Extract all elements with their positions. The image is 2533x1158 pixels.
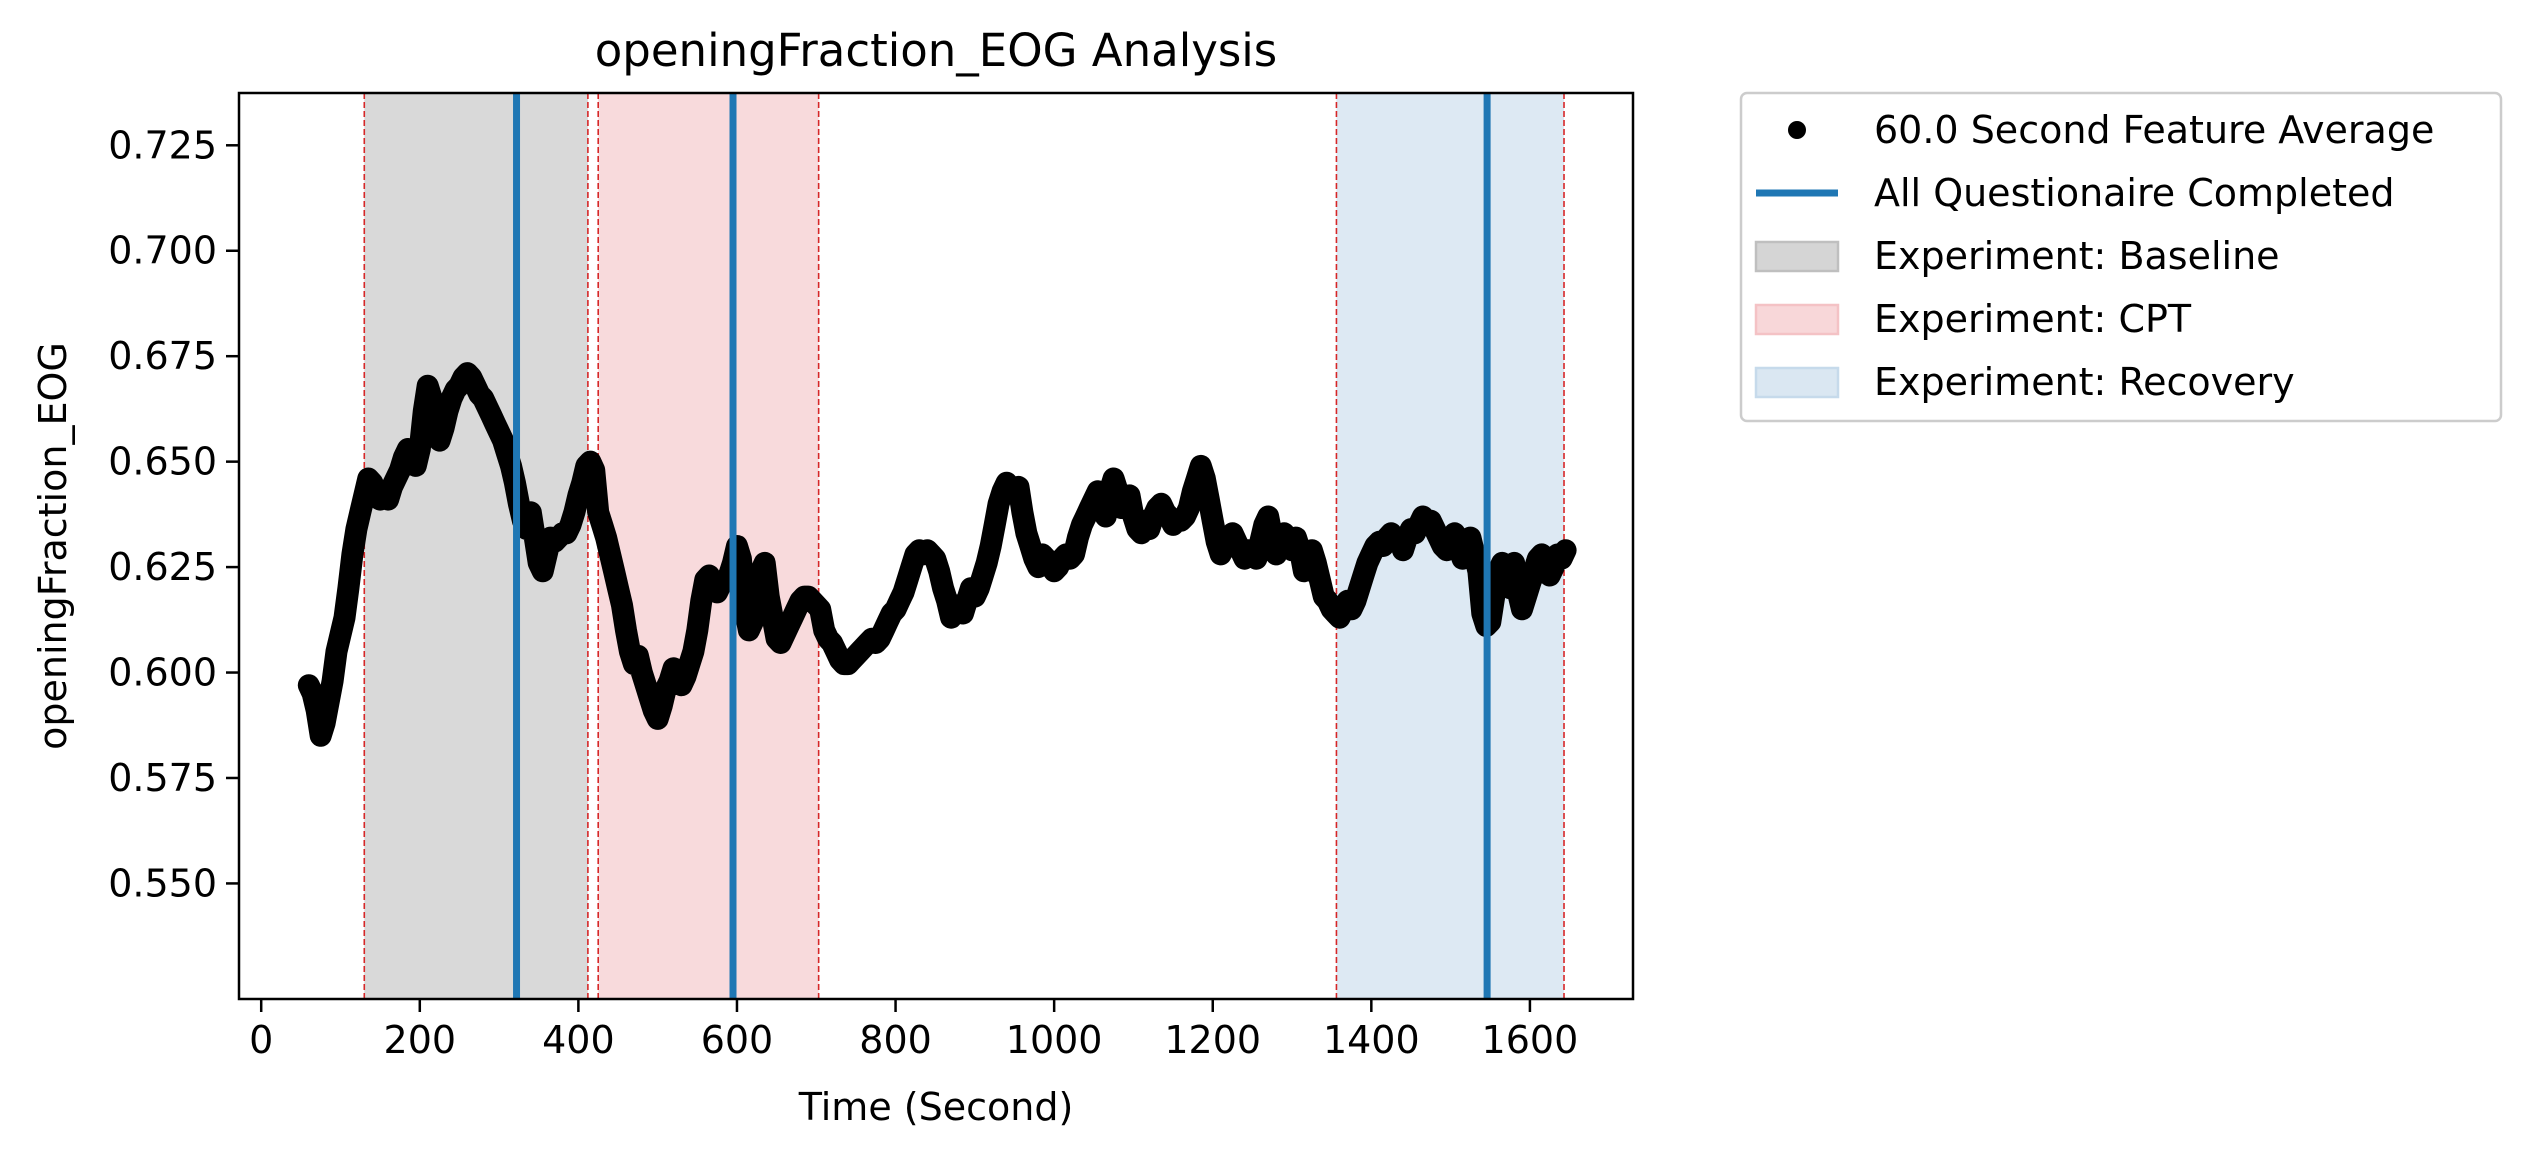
chart-title: openingFraction_EOG Analysis <box>595 24 1277 77</box>
y-tick-label-5: 0.675 <box>108 334 217 378</box>
data-point-99 <box>691 590 712 611</box>
data-point-28 <box>409 438 430 459</box>
data-point-59 <box>532 561 553 582</box>
data-point-227 <box>1198 489 1219 510</box>
legend-label-2: Experiment: Baseline <box>1874 234 2280 278</box>
data-point-304 <box>1504 552 1525 573</box>
legend-marker-icon <box>1788 121 1806 139</box>
x-tick-label-7: 1400 <box>1323 1018 1420 1062</box>
data-points <box>297 362 1577 747</box>
x-tick-label-5: 1000 <box>1006 1018 1103 1062</box>
data-point-4 <box>314 713 335 734</box>
data-point-193 <box>1063 544 1084 565</box>
data-point-98 <box>687 620 708 641</box>
legend-label-1: All Questionaire Completed <box>1874 171 2395 215</box>
y-axis-title: openingFraction_EOG <box>31 342 75 750</box>
data-point-129 <box>810 599 831 620</box>
data-point-112 <box>742 611 763 632</box>
data-point-77 <box>604 561 625 582</box>
data-point-57 <box>524 527 545 548</box>
data-point-11 <box>342 544 363 565</box>
legend-frame <box>1739 91 2503 423</box>
y-tick-label-0: 0.550 <box>108 861 217 905</box>
x-tick-label-4: 800 <box>859 1018 932 1062</box>
y-tick-label-4: 0.650 <box>108 440 217 484</box>
data-point-173 <box>984 514 1005 535</box>
data-point-13 <box>350 502 371 523</box>
data-point-72 <box>584 460 605 481</box>
y-tick-label-7: 0.725 <box>108 123 217 167</box>
x-tick-label-6: 1200 <box>1164 1018 1261 1062</box>
x-tick-label-1: 200 <box>384 1018 457 1062</box>
y-axis: 0.550 0.575 0.600 0.625 0.650 0.675 0.700 0.725 <box>108 123 239 905</box>
y-tick-label-1: 0.575 <box>108 756 217 800</box>
data-point-201 <box>1095 506 1116 527</box>
data-point-228 <box>1202 510 1223 531</box>
data-point-254 <box>1305 552 1326 573</box>
data-point-97 <box>683 641 704 662</box>
data-point-27 <box>405 455 426 476</box>
x-tick-label-2: 400 <box>542 1018 615 1062</box>
data-point-31 <box>421 388 442 409</box>
y-tick-label-6: 0.700 <box>108 229 217 273</box>
data-point-255 <box>1309 569 1330 590</box>
data-point-69 <box>572 472 593 493</box>
data-point-242 <box>1258 506 1279 527</box>
data-point-294 <box>1464 544 1485 565</box>
data-point-226 <box>1194 468 1215 489</box>
legend-label-0: 60.0 Second Feature Average <box>1874 108 2434 152</box>
x-tick-label-0: 0 <box>249 1018 273 1062</box>
plot-frame <box>237 91 1635 1001</box>
data-point-239 <box>1246 548 1267 569</box>
data-point-8 <box>330 624 351 645</box>
data-point-9 <box>334 607 355 628</box>
questionnaire-lines <box>513 93 1491 999</box>
legend-patch-icon-4 <box>1754 366 1840 399</box>
shaded-region-1 <box>598 93 819 999</box>
data-point-7 <box>326 641 347 662</box>
data-point-78 <box>608 578 629 599</box>
data-point-180 <box>1012 502 1033 523</box>
data-point-117 <box>762 607 783 628</box>
x-tick-label-3: 600 <box>701 1018 774 1062</box>
data-point-56 <box>520 502 541 523</box>
data-point-34 <box>433 417 454 438</box>
data-point-1 <box>302 683 323 704</box>
x-axis-title: Time (Second) <box>798 1085 1074 1129</box>
legend-items: 60.0 Second Feature Average All Questiona… <box>1754 108 2434 404</box>
legend: 60.0 Second Feature Average All Questiona… <box>1739 91 2503 423</box>
data-point-6 <box>322 670 343 691</box>
data-point-159 <box>929 561 950 582</box>
x-tick-label-8: 1600 <box>1482 1018 1579 1062</box>
data-point-10 <box>338 578 359 599</box>
data-point-179 <box>1008 476 1029 497</box>
data-point-76 <box>600 544 621 565</box>
data-point-75 <box>596 527 617 548</box>
data-point-295 <box>1468 561 1489 582</box>
legend-label-3: Experiment: CPT <box>1874 297 2192 341</box>
data-point-67 <box>564 502 585 523</box>
data-point-172 <box>980 536 1001 556</box>
legend-label-4: Experiment: Recovery <box>1874 360 2295 404</box>
data-point-80 <box>615 620 636 641</box>
data-point-115 <box>754 552 775 573</box>
data-point-116 <box>758 586 779 607</box>
data-point-89 <box>651 696 672 717</box>
data-point-83 <box>627 645 648 666</box>
data-point-317 <box>1555 540 1576 561</box>
data-point-171 <box>976 552 997 573</box>
data-point-12 <box>346 519 367 540</box>
plot-area <box>237 91 1635 1001</box>
data-point-222 <box>1178 498 1199 519</box>
legend-patch-icon-2 <box>1754 240 1840 273</box>
data-point-5 <box>318 692 339 713</box>
y-tick-label-2: 0.600 <box>108 651 217 695</box>
x-axis: 0 200 400 600 800 1000 1200 1400 1600 <box>249 999 1578 1062</box>
legend-patch-icon-3 <box>1754 303 1840 336</box>
data-point-293 <box>1460 527 1481 548</box>
data-point-79 <box>611 595 632 616</box>
data-point-207 <box>1119 485 1140 506</box>
y-tick-label-3: 0.625 <box>108 545 217 589</box>
